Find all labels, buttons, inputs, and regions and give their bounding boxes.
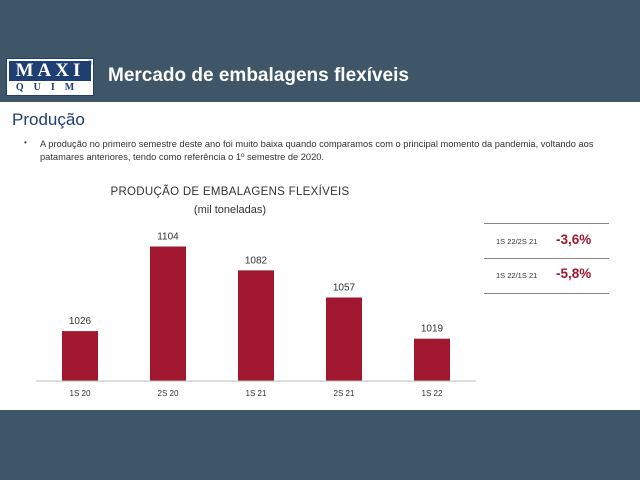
data-label: 1082 <box>245 255 268 266</box>
data-label: 1019 <box>421 324 444 335</box>
section-title: Produção <box>12 110 85 129</box>
bar-chart: 1026 1S 20 1104 2S 20 1082 1S 21 1057 2S 21 1019… <box>36 232 476 398</box>
header-bar <box>0 0 640 50</box>
page-title: Mercado de embalagens flexíveis <box>108 65 409 86</box>
comparison-value: -3,6% <box>556 232 592 247</box>
x-tick-label: 2S 20 <box>158 389 179 398</box>
logo-top-text: MAXI <box>9 61 91 81</box>
bullet-text: A produção no primeiro semestre deste an… <box>40 139 594 162</box>
bar-1s-20 <box>62 331 98 381</box>
x-tick-label: 2S 21 <box>334 389 355 398</box>
data-label: 1057 <box>333 282 356 293</box>
chart-subtitle: (mil toneladas) <box>193 204 267 216</box>
comparison-label: 1S 22/1S 21 <box>496 271 538 280</box>
maxiquim-logo: MAXI ® QUIM <box>6 58 94 96</box>
bar-2s-20 <box>150 246 186 381</box>
comparison-divider <box>484 293 609 294</box>
bar-1s-22 <box>414 338 450 381</box>
x-tick-label: 1S 21 <box>246 389 267 398</box>
comparison-divider <box>484 258 609 259</box>
slide-header: MAXI ® QUIM Mercado de embalagens flexív… <box>0 52 640 102</box>
x-tick-label: 1S 22 <box>422 389 443 398</box>
comparison-divider <box>484 223 609 224</box>
bullet-dot-icon: • <box>24 138 27 147</box>
comparison-label: 1S 22/2S 21 <box>496 237 538 246</box>
data-label: 1104 <box>157 232 179 243</box>
x-tick-label: 1S 20 <box>70 389 91 398</box>
bar-1s-21 <box>238 270 274 381</box>
data-label: 1026 <box>69 316 92 327</box>
logo-bottom-text: QUIM <box>15 82 85 93</box>
comparison-value: -5,8% <box>556 266 592 281</box>
logo-registered-mark: ® <box>87 61 92 67</box>
bar-2s-21 <box>326 297 362 381</box>
chart-title: PRODUÇÃO DE EMBALAGENS FLEXÍVEIS <box>110 186 350 198</box>
slide: MAXI ® QUIM Mercado de embalagens flexív… <box>0 52 640 410</box>
